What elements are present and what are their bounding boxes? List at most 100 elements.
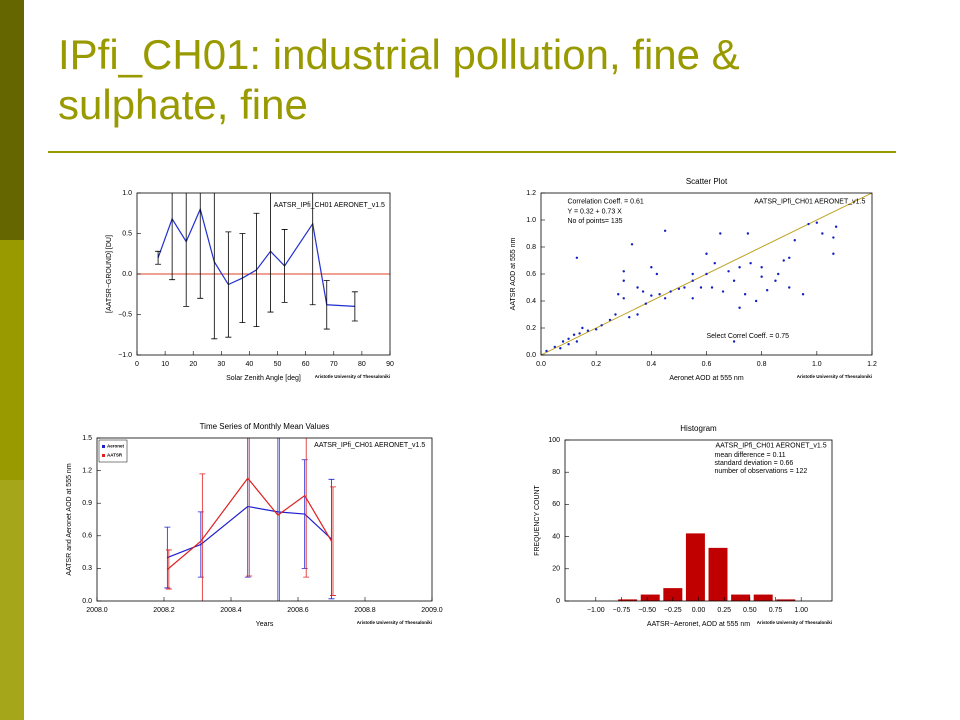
- legend-box: [98, 439, 128, 463]
- annotation: Y = 0.32 + 0.73 X: [567, 208, 622, 215]
- x-axis-label: AATSR−Aeronet, AOD at 555 nm: [647, 621, 750, 628]
- error-bar: [183, 193, 190, 307]
- scatter-point: [575, 340, 579, 343]
- x-tick-label: 0.25: [717, 607, 731, 614]
- scatter-point: [713, 262, 716, 265]
- source-label: Aristotle University of Thessaloniki: [757, 620, 832, 625]
- plot-area: [137, 193, 390, 340]
- scatter-point: [655, 272, 659, 276]
- scatter-point: [832, 236, 835, 239]
- x-tick-label: −0.75: [613, 607, 631, 614]
- scatter-point: [636, 313, 639, 316]
- side-band: [0, 480, 24, 720]
- source-label: Aristotle University of Thessaloniki: [797, 374, 872, 379]
- source-label: Aristotle University of Thessaloniki: [315, 374, 390, 379]
- error-bar: [267, 193, 274, 313]
- y-tick-label: 1.2: [82, 467, 92, 474]
- annotation: number of observations = 122: [715, 468, 808, 475]
- scatter-point: [727, 270, 730, 273]
- scatter-point: [658, 293, 661, 296]
- annotation: Correlation Coeff. = 0.61: [567, 199, 643, 206]
- annotation: AATSR_IPfi_CH01 AERONET_v1.5: [754, 199, 865, 206]
- scatter-point: [815, 221, 819, 224]
- error-bar: [164, 526, 171, 589]
- scatter-point: [777, 272, 780, 276]
- error-bar: [277, 438, 279, 601]
- y-tick-label: 0: [556, 598, 560, 605]
- scatter-point: [663, 229, 667, 232]
- x-tick-label: 10: [161, 361, 169, 368]
- x-tick-label: 2008.6: [287, 607, 309, 614]
- plot-area: [164, 438, 336, 601]
- scatter-point: [691, 272, 694, 276]
- error-bar: [225, 231, 232, 338]
- scatter-point: [746, 232, 750, 235]
- y-tick-label: 0.0: [122, 271, 132, 278]
- scatter-point: [594, 328, 598, 331]
- source-label: Aristotle University of Thessaloniki: [357, 620, 432, 625]
- error-bar: [244, 438, 251, 578]
- scatter-point: [628, 316, 631, 319]
- x-tick-label: 90: [386, 361, 394, 368]
- error-bar: [155, 250, 162, 265]
- scatter-point: [774, 279, 777, 282]
- scatter-point: [710, 286, 714, 289]
- scatter-point: [677, 287, 681, 291]
- annotation: No of points= 135: [567, 218, 622, 225]
- y-tick-label: 0.4: [526, 298, 536, 305]
- x-tick-label: 20: [189, 361, 197, 368]
- scatter-point: [691, 279, 694, 282]
- error-bar: [169, 193, 176, 281]
- scatter-point: [622, 297, 625, 300]
- scatter-point: [754, 299, 758, 303]
- histogram-bar: [663, 588, 683, 601]
- chart-panel: Histogram AATSR−Aeronet, AOD at 555 nm FRE…: [534, 424, 833, 628]
- scatter-point: [650, 266, 653, 269]
- scatter-point: [760, 266, 763, 269]
- x-axis-label: Aeronet AOD at 555 nm: [669, 375, 743, 382]
- legend-swatch: [102, 445, 105, 448]
- x-tick-label: 0.0: [536, 361, 546, 368]
- x-tick-label: 0.8: [757, 361, 767, 368]
- y-tick-label: 1.5: [82, 435, 92, 442]
- error-bar: [323, 280, 330, 330]
- scatter-point: [738, 266, 741, 269]
- histogram-bar: [640, 594, 660, 601]
- error-bar: [281, 229, 288, 303]
- scatter-point: [832, 252, 835, 255]
- scatter-point: [834, 225, 838, 228]
- y-tick-label: 0.5: [122, 230, 132, 237]
- scatter-point: [600, 324, 603, 327]
- scatter-point: [630, 243, 634, 246]
- x-tick-label: 2008.2: [153, 607, 175, 614]
- y-tick-label: 100: [548, 437, 560, 444]
- legend-label: Aeronet: [107, 444, 125, 449]
- x-tick-label: 80: [358, 361, 366, 368]
- scatter-point: [545, 349, 548, 353]
- scatter-point: [561, 340, 565, 343]
- scatter-point: [617, 293, 620, 296]
- scatter-point: [650, 294, 653, 297]
- side-band: [0, 240, 24, 480]
- y-axis-label: FREQUENCY COUNT: [534, 484, 541, 555]
- title-rule: [48, 151, 896, 153]
- scatter-point: [738, 306, 741, 309]
- error-bar: [246, 438, 253, 577]
- scatter-point: [636, 286, 639, 289]
- x-tick-label: 0.00: [692, 607, 706, 614]
- y-tick-label: 0.8: [526, 244, 536, 251]
- scatter-point: [719, 232, 722, 235]
- x-tick-label: 0: [135, 361, 139, 368]
- histogram-bar: [776, 599, 796, 601]
- y-tick-label: 0.9: [82, 500, 92, 507]
- y-tick-label: 1.0: [122, 190, 132, 197]
- x-tick-label: 40: [246, 361, 254, 368]
- error-bar: [211, 193, 218, 340]
- x-tick-label: −0.25: [664, 607, 682, 614]
- scatter-point: [614, 313, 617, 316]
- error-bar: [301, 459, 308, 569]
- x-tick-label: 2008.0: [86, 607, 108, 614]
- x-tick-label: −0.50: [638, 607, 656, 614]
